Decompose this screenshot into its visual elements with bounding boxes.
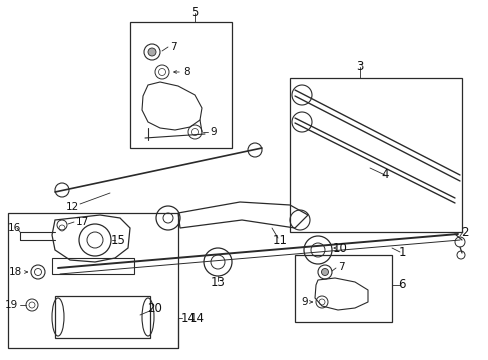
Text: 6: 6 <box>397 279 405 292</box>
Text: 16: 16 <box>7 223 20 233</box>
Text: 19: 19 <box>5 300 18 310</box>
Bar <box>130 22 231 148</box>
Text: 8: 8 <box>183 67 189 77</box>
Text: 7: 7 <box>170 42 176 52</box>
Text: 9: 9 <box>209 127 216 137</box>
Bar <box>52 258 134 274</box>
Bar <box>294 255 391 322</box>
Bar <box>289 78 461 232</box>
Text: 3: 3 <box>356 60 363 73</box>
Text: 11: 11 <box>272 234 287 247</box>
Text: 1: 1 <box>397 246 405 258</box>
Text: 10: 10 <box>332 242 347 255</box>
Text: 18: 18 <box>9 267 22 277</box>
Text: 5: 5 <box>191 6 198 19</box>
Text: 15: 15 <box>110 234 125 247</box>
Text: 12: 12 <box>65 202 79 212</box>
Text: 9: 9 <box>301 297 307 307</box>
Text: 7: 7 <box>337 262 344 272</box>
Circle shape <box>148 48 156 56</box>
Text: 14: 14 <box>190 311 204 324</box>
Text: 14: 14 <box>180 311 195 324</box>
Text: 20: 20 <box>147 302 162 315</box>
Text: 4: 4 <box>381 168 388 181</box>
Text: 13: 13 <box>210 275 225 288</box>
Bar <box>8 213 178 348</box>
Circle shape <box>321 269 328 275</box>
Bar <box>55 296 150 338</box>
Text: 17: 17 <box>76 217 89 227</box>
Text: 2: 2 <box>460 225 468 238</box>
